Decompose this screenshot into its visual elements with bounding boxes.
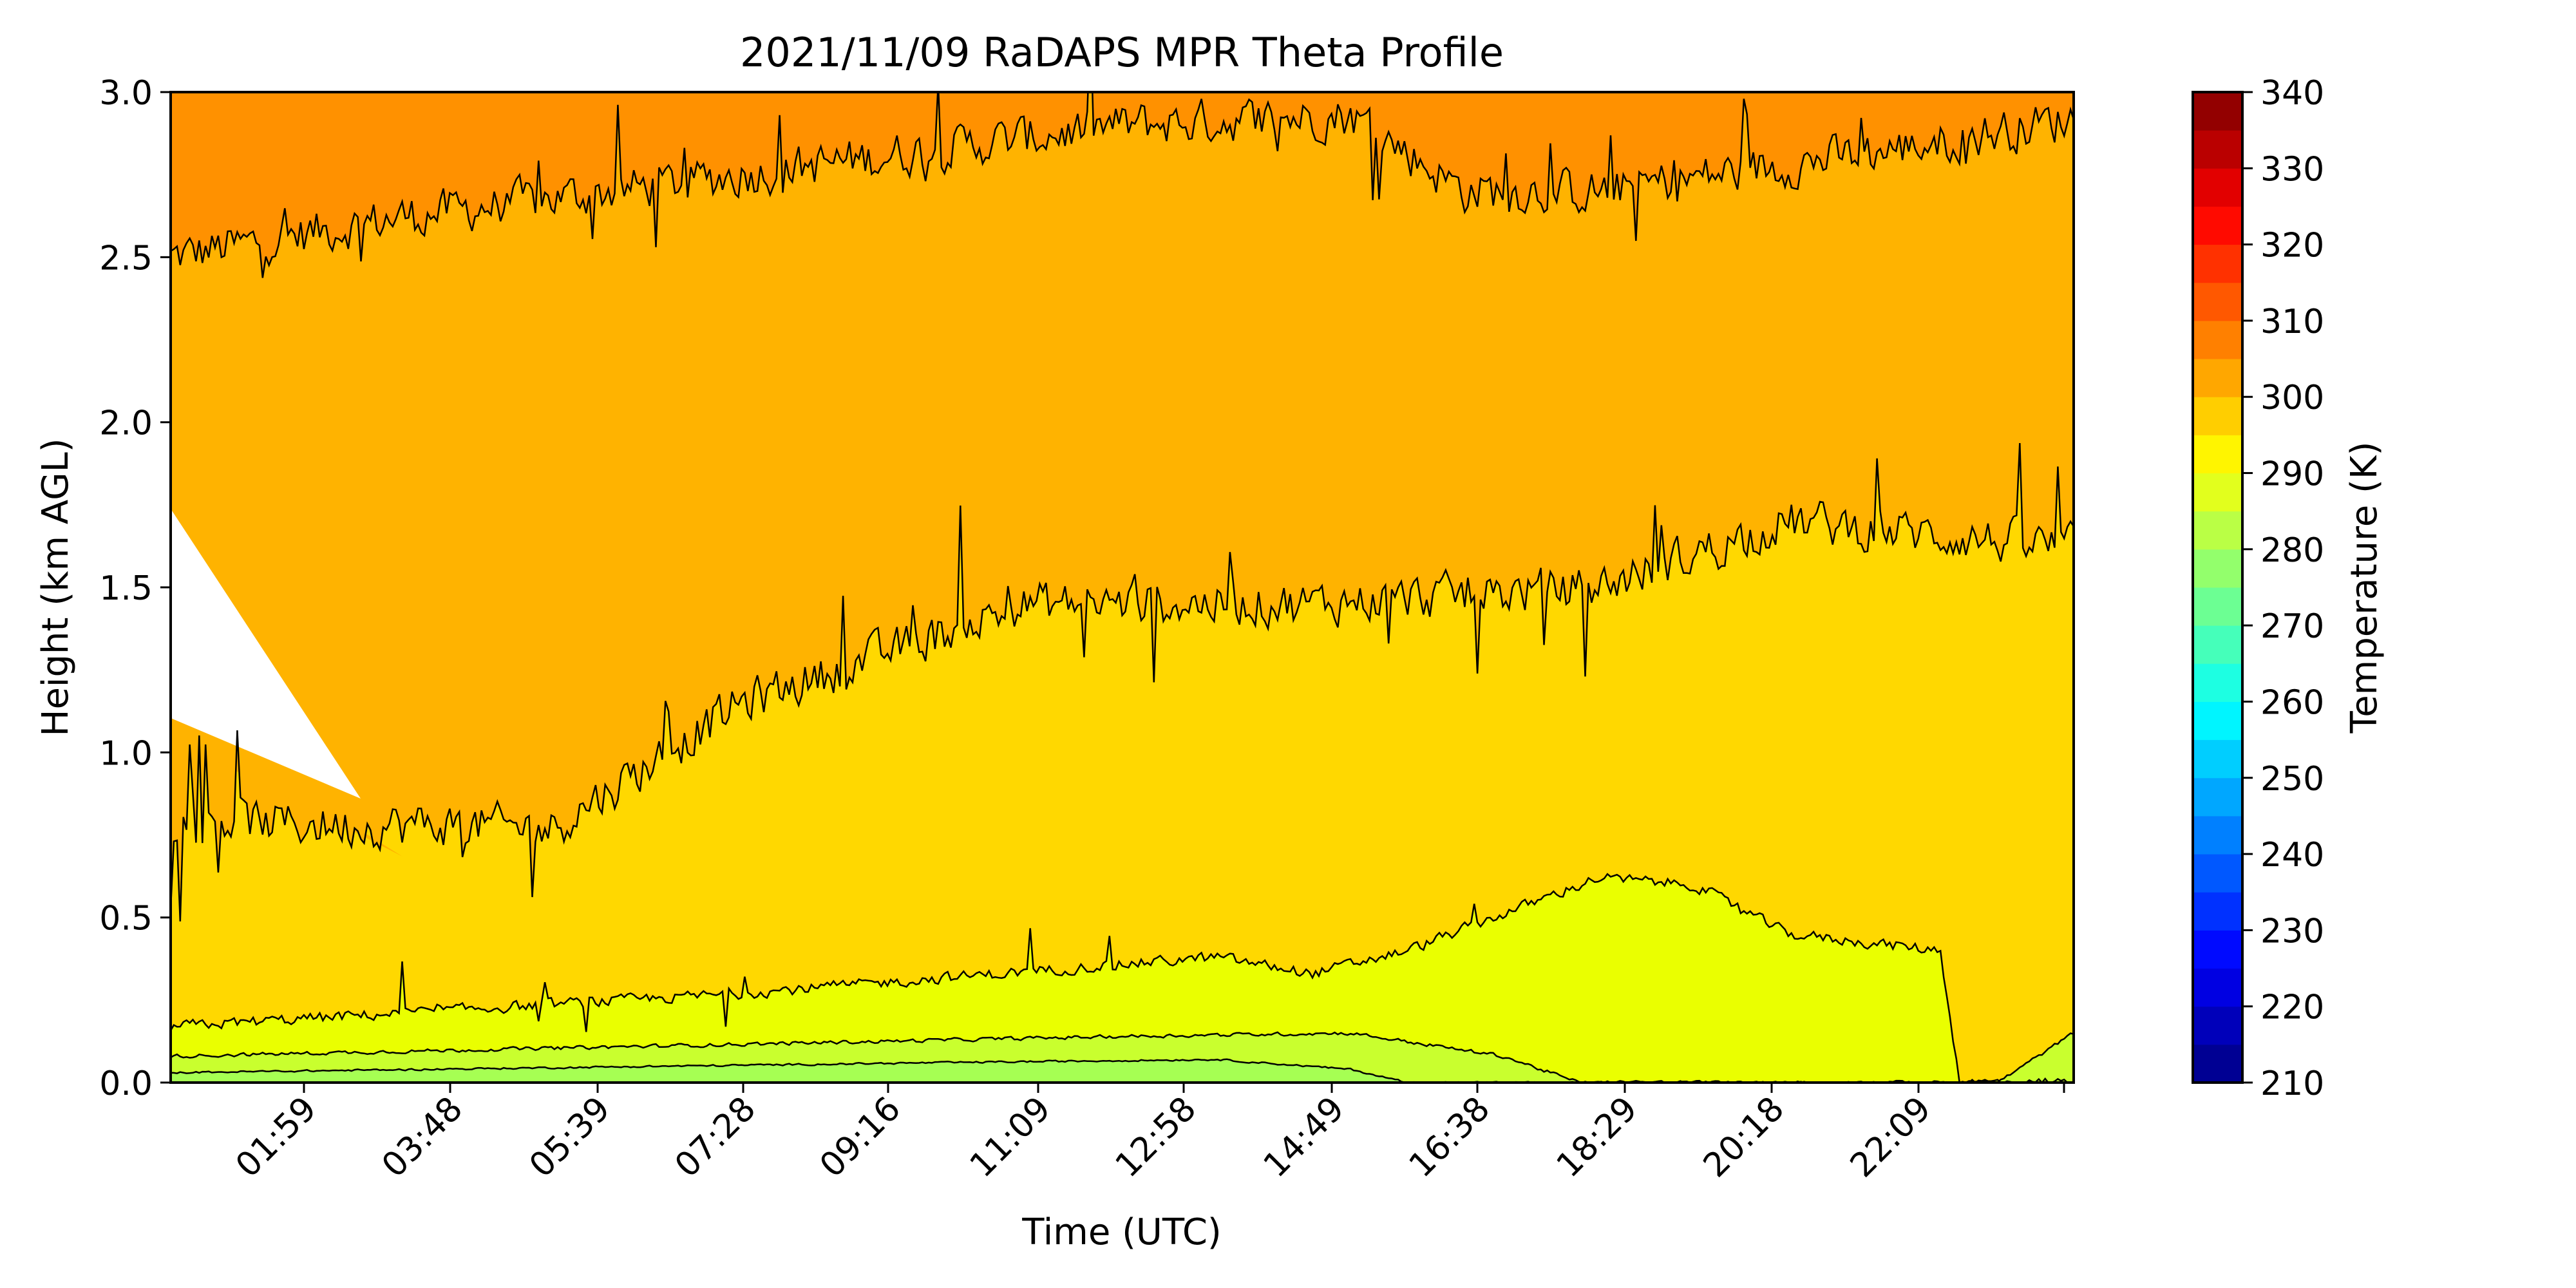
x-tick-label: 18:29 [1549,1090,1645,1185]
colorbar-band [2193,511,2242,550]
colorbar-band [2193,815,2242,855]
x-tick-label: 14:49 [1256,1090,1352,1185]
x-tick-label: 20:18 [1696,1090,1792,1185]
colorbar-frame [2192,91,2244,1084]
colorbar-band [2193,777,2242,817]
x-tick-label: 03:48 [375,1090,470,1185]
colorbar-band [2193,168,2242,207]
y-tick-label: 1.0 [99,734,153,773]
contour-line-3 [171,873,2074,1083]
colorbar-tick-label: 320 [2260,227,2324,265]
chart-title: 2021/11/09 RaDAPS MPR Theta Profile [740,29,1504,76]
contour-line-2 [171,442,2074,922]
colorbar-bands [2193,92,2242,1083]
colorbar-band [2193,1044,2242,1083]
colorbar-band [2193,892,2242,931]
y-tick-label: 0.5 [99,900,153,938]
colorbar-tick-label: 210 [2260,1065,2324,1103]
colorbar-band [2193,549,2242,588]
y-tick-label: 0.0 [99,1065,153,1103]
colorbar-tick-label: 280 [2260,531,2324,570]
colorbar-band [2193,587,2242,626]
colorbar-band [2193,397,2242,435]
colorbar-band [2193,854,2242,893]
colorbar-band [2193,930,2242,969]
colorbar-band [2193,92,2242,131]
colorbar-band [2193,663,2242,702]
x-axis-label: Time (UTC) [1021,1211,1222,1253]
plot-area: 01:59 03:48 05:39 07:28 09:16 11:09 12:58 14:49… [99,74,2075,1185]
x-tick-label: 11:09 [963,1090,1058,1185]
colorbar-tick-label: 250 [2260,760,2324,799]
colorbar-band [2193,206,2242,245]
y-tick-label: 2.0 [99,404,153,443]
colorbar-tick-label: 240 [2260,836,2324,875]
colorbar-band [2193,435,2242,474]
colorbar-band [2193,1006,2242,1045]
colorbar-band [2193,244,2242,283]
x-tick-label: 12:58 [1108,1090,1204,1185]
x-tick-label: 01:59 [229,1090,324,1185]
colorbar-band [2193,320,2242,359]
y-tick-label: 3.0 [99,74,153,113]
colorbar-band [2193,701,2242,741]
colorbar-tick-label: 270 [2260,607,2324,646]
region-290-295-fill [171,874,2074,1083]
contour-line-4 [171,1031,2074,1083]
x-tick-label: 16:38 [1402,1090,1497,1185]
x-tick-label: 09:16 [813,1090,908,1185]
x-tick-label: 22:09 [1843,1090,1938,1185]
colorbar-ticks: 210 220 230 240 250 260 270 280 290 300 310 320 330 3… [2242,74,2324,1103]
region-280-285-fill [171,1059,2074,1083]
x-axis: 01:59 03:48 05:39 07:28 09:16 11:09 12:58 14:49… [229,1083,2065,1185]
colorbar-band [2193,625,2242,664]
y-axis: 0.0 0.5 1.0 1.5 2.0 2.5 3.0 [99,74,171,1103]
colorbar-tick-label: 260 [2260,683,2324,722]
colorbar-tick-label: 310 [2260,303,2324,341]
colorbar-band [2193,130,2242,169]
colorbar-tick-label: 230 [2260,912,2324,951]
colorbar-label: Temperature (K) [2344,442,2385,734]
colorbar-band [2193,282,2242,321]
missing-data-wedge [171,509,361,799]
x-tick-label: 07:28 [668,1090,763,1185]
colorbar: 210 220 230 240 250 260 270 280 290 300 310 320 330 3… [2192,74,2385,1103]
x-tick-label: 05:39 [522,1090,618,1185]
contour-line-1 [171,92,2074,278]
y-axis-label: Height (km AGL) [35,438,77,736]
colorbar-tick-label: 330 [2260,150,2324,189]
colorbar-band [2193,359,2242,397]
colorbar-band [2193,473,2242,512]
colorbar-band [2193,739,2242,779]
colorbar-tick-label: 300 [2260,379,2324,417]
colorbar-tick-label: 220 [2260,989,2324,1027]
y-tick-label: 1.5 [99,569,153,608]
colorbar-tick-label: 290 [2260,455,2324,494]
contour-lines [171,92,2074,1083]
colorbar-tick-label: 340 [2260,74,2324,113]
contour-fills [171,92,2074,1083]
y-tick-label: 2.5 [99,239,153,278]
colorbar-band [2193,968,2242,1007]
